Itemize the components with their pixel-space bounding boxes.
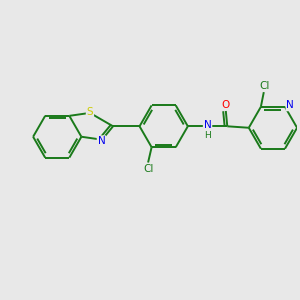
Text: N: N bbox=[98, 136, 105, 146]
Text: H: H bbox=[204, 130, 211, 140]
Text: Cl: Cl bbox=[259, 81, 270, 91]
Text: O: O bbox=[222, 100, 230, 110]
Text: Cl: Cl bbox=[143, 164, 153, 174]
Text: N: N bbox=[204, 120, 212, 130]
Text: S: S bbox=[87, 107, 93, 117]
Text: N: N bbox=[286, 100, 294, 110]
